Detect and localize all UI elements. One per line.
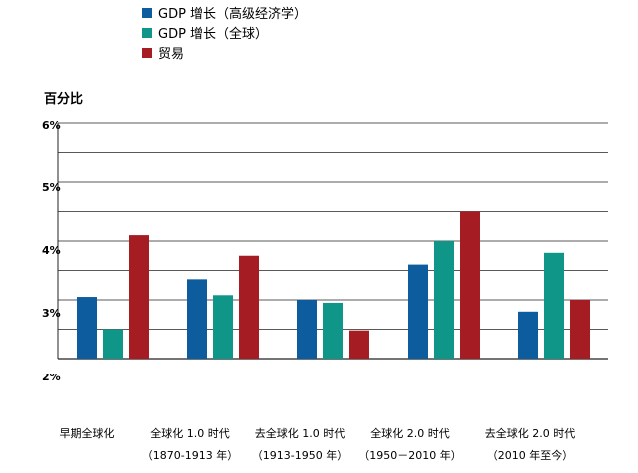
bar-0-1 <box>187 279 207 359</box>
x-tick-2: 去全球化 1.0 时代 <box>255 426 346 440</box>
x-tick-sub-3: （1950－2010 年） <box>358 448 462 462</box>
bar-2-4 <box>570 300 590 359</box>
bar-1-3 <box>434 241 454 359</box>
bar-1-1 <box>213 295 233 359</box>
bar-0-4 <box>518 311 538 359</box>
x-tick-sub-1: （1870-1913 年） <box>142 448 238 462</box>
bar-1-4 <box>544 252 564 359</box>
bar-0-0 <box>77 297 97 359</box>
x-tick-1: 全球化 1.0 时代 <box>150 426 230 440</box>
bar-2-3 <box>460 211 480 359</box>
legend-label-2: 贸易 <box>158 47 184 62</box>
bar-2-0 <box>129 235 149 359</box>
tick-mask <box>30 361 70 374</box>
y-tick-1: 3% <box>42 307 61 320</box>
bar-1-2 <box>323 302 343 359</box>
y-axis-label: 百分比 <box>44 91 83 107</box>
legend-swatch-1 <box>142 28 152 38</box>
bar-0-2 <box>297 300 317 359</box>
legend: GDP 增长（高级经济学） GDP 增长（全球） 贸易 <box>142 6 307 62</box>
legend-swatch-2 <box>142 48 152 58</box>
x-tick-sub-2: （1913-1950 年） <box>252 448 348 462</box>
legend-label-1: GDP 增长（全球） <box>158 26 268 42</box>
x-tick-0: 早期全球化 <box>60 426 115 440</box>
x-tick-4: 去全球化 2.0 时代 <box>485 426 576 440</box>
y-tick-3: 5% <box>42 181 61 194</box>
gridlines <box>57 122 608 360</box>
y-tick-2: 4% <box>42 244 61 257</box>
bars <box>77 211 590 359</box>
bar-0-3 <box>408 264 428 359</box>
y-tick-4: 6% <box>42 119 61 132</box>
legend-swatch-0 <box>142 8 152 18</box>
x-tick-labels: 早期全球化 全球化 1.0 时代 （1870-1913 年） 去全球化 1.0 时代 （… <box>60 426 576 462</box>
legend-label-0: GDP 增长（高级经济学） <box>158 6 307 22</box>
bar-2-1 <box>239 255 259 359</box>
y-tick-labels: 2%3%4%5%6% <box>30 119 70 383</box>
bar-2-2 <box>349 330 369 359</box>
bar-1-0 <box>103 329 123 359</box>
x-tick-sub-4: （2010 年至今） <box>487 448 574 462</box>
x-tick-3: 全球化 2.0 时代 <box>370 426 450 440</box>
